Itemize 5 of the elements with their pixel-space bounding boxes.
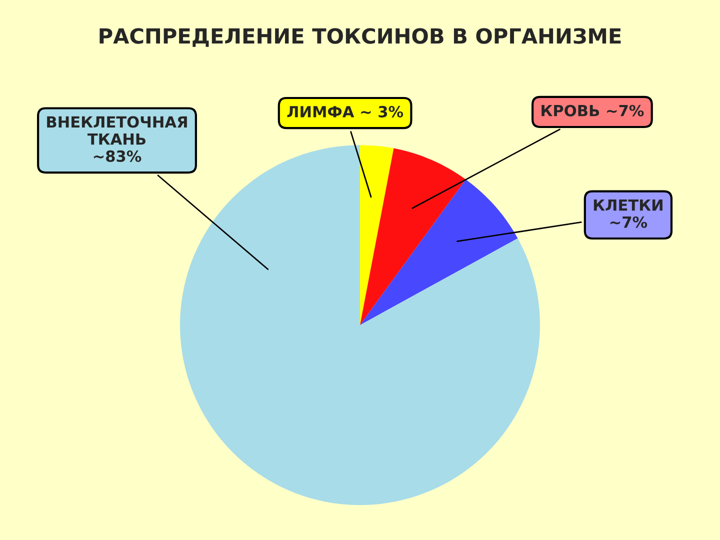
chart-title: РАСПРЕДЕЛЕНИЕ ТОКСИНОВ В ОРГАНИЗМЕ (100, 28, 621, 47)
slice-label: КЛЕТКИ ~7% (594, 199, 662, 228)
slice-label: КРОВЬ ~7% (542, 104, 644, 116)
slice-label: ВНЕКЛЕТОЧНАЯ ТКАНЬ ~83% (47, 116, 187, 162)
slice-label: ЛИМФА ~ 3% (287, 106, 404, 118)
